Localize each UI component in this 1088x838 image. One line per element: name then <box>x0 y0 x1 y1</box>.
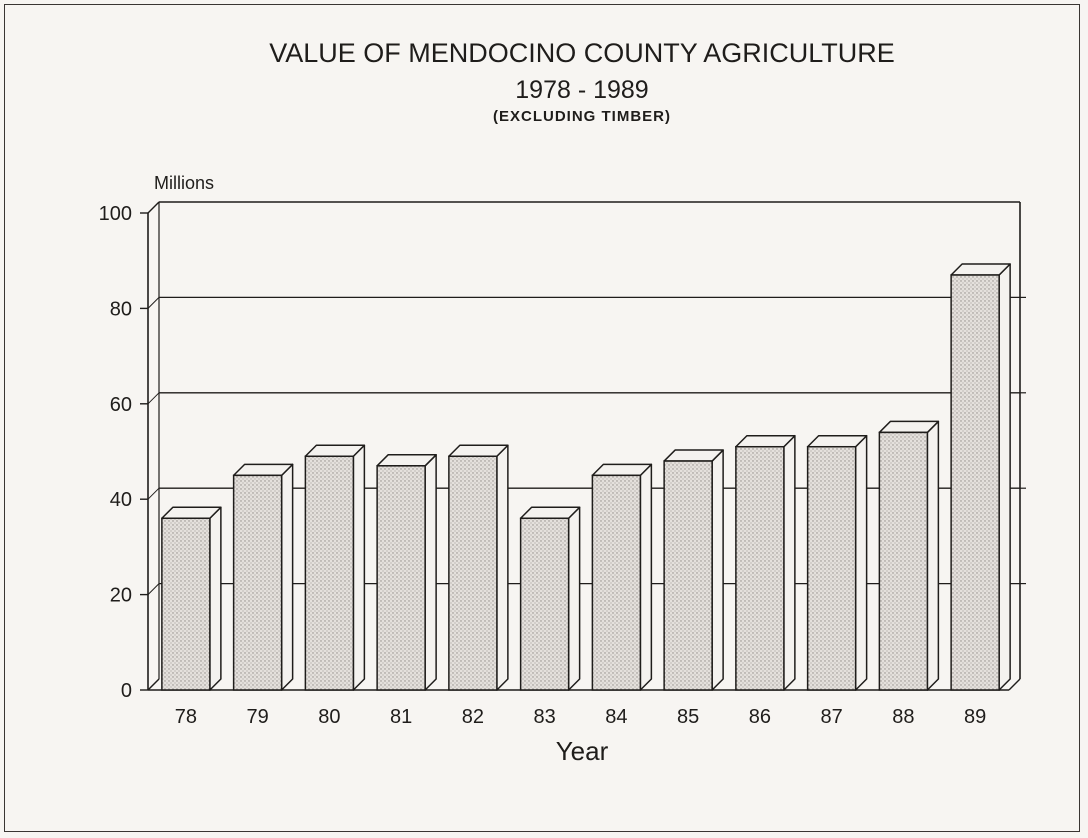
x-axis-label: Year <box>556 736 609 766</box>
y-tick-connector <box>147 297 160 309</box>
x-tick-label: 78 <box>175 706 197 728</box>
x-tick-label: 82 <box>462 706 484 728</box>
bar-top <box>161 506 222 520</box>
x-tick-label: 79 <box>247 706 269 728</box>
x-tick-label: 89 <box>964 706 986 728</box>
y-tick-label: 100 <box>99 203 132 225</box>
chart-frame <box>4 4 1080 832</box>
bar-top <box>448 444 509 458</box>
bar-side <box>854 434 868 691</box>
y-tick-connector <box>147 583 160 595</box>
bar <box>806 445 857 691</box>
y-tick-label: 80 <box>110 298 132 320</box>
bar-side <box>639 463 653 691</box>
y-tick-connector <box>147 487 160 500</box>
bar-top <box>878 420 940 434</box>
chart-note: (EXCLUDING TIMBER) <box>493 108 671 125</box>
y-tick-label: 60 <box>110 394 132 416</box>
bar-side <box>209 506 222 691</box>
plot-area: 0 20 40 60 80 100 78 79 80 81 82 83 84 85 86 87 88 89 <box>99 201 1026 728</box>
bar <box>735 445 785 691</box>
bar-side <box>280 463 294 691</box>
bar-side <box>998 263 1011 691</box>
chart-title: VALUE OF MENDOCINO COUNTY AGRICULTURE <box>269 38 895 68</box>
bar <box>304 455 355 691</box>
bar-side <box>926 420 940 691</box>
bar-top <box>519 506 581 520</box>
bar <box>161 517 211 691</box>
bar-top <box>232 463 294 477</box>
x-tick-label: 84 <box>605 706 627 728</box>
x-tick-label: 83 <box>534 706 556 728</box>
bar-top <box>376 454 437 467</box>
y-tick-connector <box>147 678 160 691</box>
bar-side <box>496 444 509 691</box>
x-tick-label: 85 <box>677 706 699 728</box>
y-tick-label: 0 <box>121 680 132 702</box>
bar <box>591 474 642 691</box>
floor-right-edge <box>1008 678 1021 691</box>
y-tick-connector <box>147 392 160 405</box>
bar-side <box>711 449 724 691</box>
x-tick-label: 81 <box>390 706 412 728</box>
bar <box>448 455 498 691</box>
x-tick-label: 80 <box>318 706 340 728</box>
bar-top <box>591 463 653 477</box>
bar <box>519 517 570 691</box>
bar-top <box>806 434 868 448</box>
y-axis-label: Millions <box>154 173 214 193</box>
bar <box>878 431 929 691</box>
x-tick-label: 87 <box>821 706 843 728</box>
bar-side <box>567 506 581 691</box>
y-tick-connector <box>147 201 160 214</box>
chart-subtitle: 1978 - 1989 <box>515 76 648 104</box>
bar-top <box>735 434 796 448</box>
bar <box>376 465 426 691</box>
bar <box>232 474 283 691</box>
bar-top <box>950 263 1011 276</box>
bar <box>663 460 713 691</box>
bar-side <box>424 454 437 691</box>
bar-side <box>352 444 366 691</box>
y-tick-label: 20 <box>110 585 132 607</box>
bar-side <box>783 434 796 691</box>
y-tick-label: 40 <box>110 489 132 511</box>
x-tick-label: 86 <box>749 706 771 728</box>
bar <box>950 274 1000 691</box>
bar-top <box>663 449 724 462</box>
bar-top <box>304 444 366 458</box>
x-tick-label: 88 <box>892 706 914 728</box>
